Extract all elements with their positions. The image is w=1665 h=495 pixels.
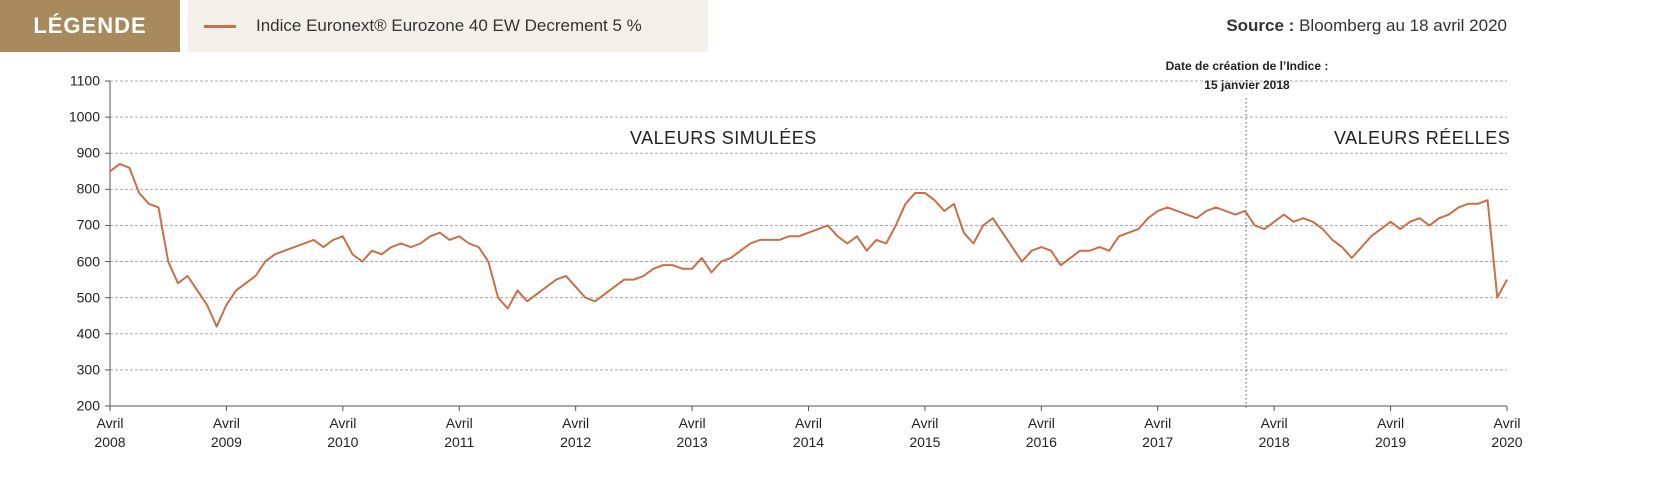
legend: Indice Euronext® Eurozone 40 EW Decremen… bbox=[188, 0, 708, 52]
y-tick-label: 900 bbox=[76, 144, 100, 161]
x-tick-label: Avril 2009 bbox=[210, 415, 242, 450]
y-tick-label: 600 bbox=[76, 253, 100, 270]
source-label: Source : bbox=[1226, 16, 1295, 35]
x-tick-label: Avril 2020 bbox=[1491, 415, 1523, 450]
series-line bbox=[109, 163, 1508, 328]
legend-swatch bbox=[204, 25, 236, 28]
x-tick-label: Avril 2016 bbox=[1025, 415, 1057, 450]
legend-title: LÉGENDE bbox=[0, 0, 180, 52]
y-tick-label: 700 bbox=[76, 216, 100, 233]
x-tick-label: Avril 2008 bbox=[94, 415, 126, 450]
y-tick-label: 300 bbox=[76, 361, 100, 378]
annotation: Date de création de l’Indice : 15 janvie… bbox=[1165, 59, 1329, 92]
y-tick-label: 400 bbox=[76, 325, 100, 342]
y-tick-label: 800 bbox=[76, 180, 100, 197]
legend-entry: Indice Euronext® Eurozone 40 EW Decremen… bbox=[256, 16, 642, 35]
region-label: VALEURS SIMULÉES bbox=[630, 128, 817, 148]
x-tick-label: Avril 2018 bbox=[1258, 415, 1290, 450]
y-tick-label: 1000 bbox=[68, 108, 100, 125]
y-tick-label: 1100 bbox=[69, 72, 100, 89]
region-label: VALEURS RÉELLES bbox=[1334, 128, 1511, 148]
x-tick-label: Avril 2012 bbox=[560, 415, 592, 450]
x-tick-label: Avril 2019 bbox=[1375, 415, 1407, 450]
x-tick-label: Avril 2017 bbox=[1142, 415, 1174, 450]
y-tick-label: 200 bbox=[76, 397, 100, 414]
x-tick-label: Avril 2011 bbox=[444, 415, 475, 450]
source: Source : Bloomberg au 18 avril 2020 bbox=[1226, 16, 1507, 36]
source-text: Bloomberg au 18 avril 2020 bbox=[1299, 16, 1507, 35]
y-tick-label: 500 bbox=[76, 289, 100, 306]
x-tick-label: Avril 2013 bbox=[676, 415, 708, 450]
x-tick-label: Avril 2015 bbox=[909, 415, 941, 450]
x-tick-label: Avril 2014 bbox=[792, 415, 825, 450]
x-tick-label: Avril 2010 bbox=[327, 415, 359, 450]
